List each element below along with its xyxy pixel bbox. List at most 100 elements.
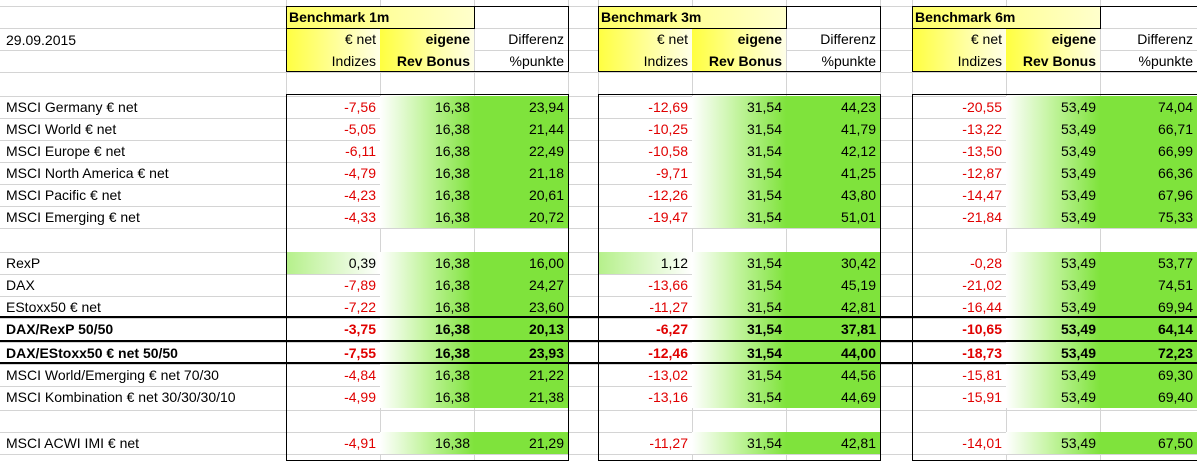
value-cell[interactable]: -15,91 xyxy=(962,389,1002,405)
value-cell[interactable]: 53,49 xyxy=(1006,252,1100,274)
value-cell[interactable]: 16,00 xyxy=(474,252,568,274)
value-cell[interactable]: 16,38 xyxy=(380,318,474,340)
value-cell[interactable]: 24,27 xyxy=(474,274,568,296)
value-cell[interactable]: 22,49 xyxy=(474,140,568,162)
value-cell[interactable]: 42,81 xyxy=(786,432,880,454)
value-cell[interactable]: -13,66 xyxy=(648,277,688,293)
value-cell[interactable]: -13,22 xyxy=(962,121,1002,137)
value-cell[interactable]: 41,79 xyxy=(786,118,880,140)
value-cell[interactable]: 37,81 xyxy=(786,318,880,340)
value-cell[interactable]: 31,54 xyxy=(692,206,786,228)
value-cell[interactable]: 16,38 xyxy=(380,274,474,296)
value-cell[interactable]: 16,38 xyxy=(380,206,474,228)
col-header-b1[interactable]: eigene xyxy=(1006,28,1100,50)
value-cell[interactable]: -7,55 xyxy=(344,345,376,361)
value-cell[interactable]: -14,01 xyxy=(962,435,1002,451)
row-label[interactable]: MSCI Emerging € net xyxy=(6,209,140,225)
row-label[interactable]: MSCI World/Emerging € net 70/30 xyxy=(6,367,219,383)
value-cell[interactable]: -12,46 xyxy=(648,345,688,361)
row-label[interactable]: MSCI North America € net xyxy=(6,165,169,181)
value-cell[interactable]: 31,54 xyxy=(692,184,786,206)
value-cell[interactable]: 20,61 xyxy=(474,184,568,206)
value-cell[interactable]: -7,56 xyxy=(344,99,376,115)
value-cell[interactable]: -13,02 xyxy=(648,367,688,383)
col-header-b2[interactable]: Rev Bonus xyxy=(380,50,474,72)
value-cell[interactable]: 53,49 xyxy=(1006,206,1100,228)
value-cell[interactable]: -3,75 xyxy=(344,321,376,337)
row-label[interactable]: DAX xyxy=(6,277,35,293)
value-cell[interactable]: 69,30 xyxy=(1100,364,1197,386)
value-cell[interactable]: -21,02 xyxy=(962,277,1002,293)
value-cell[interactable]: -10,65 xyxy=(962,321,1002,337)
col-header-a2[interactable]: Indizes xyxy=(912,50,1006,72)
value-cell[interactable]: -4,84 xyxy=(344,367,376,383)
value-cell[interactable]: 31,54 xyxy=(692,118,786,140)
col-header-b2[interactable]: Rev Bonus xyxy=(1006,50,1100,72)
value-cell[interactable]: -13,50 xyxy=(962,143,1002,159)
value-cell[interactable]: 44,69 xyxy=(786,386,880,408)
value-cell[interactable]: 16,38 xyxy=(380,96,474,118)
value-cell[interactable]: -7,89 xyxy=(344,277,376,293)
value-cell[interactable]: -6,11 xyxy=(345,143,376,159)
benchmark-header-1[interactable]: Benchmark 3m xyxy=(598,6,786,28)
value-cell[interactable]: 51,01 xyxy=(786,206,880,228)
value-cell[interactable]: 31,54 xyxy=(692,296,786,318)
row-label[interactable]: DAX/EStoxx50 € net 50/50 xyxy=(6,345,178,361)
value-cell[interactable]: 69,94 xyxy=(1100,296,1197,318)
col-header-a2[interactable]: Indizes xyxy=(598,50,692,72)
value-cell[interactable]: 45,19 xyxy=(786,274,880,296)
value-cell[interactable]: 23,93 xyxy=(474,342,568,364)
value-cell[interactable]: -16,44 xyxy=(962,299,1002,315)
value-cell[interactable]: -0,28 xyxy=(970,255,1002,271)
value-cell[interactable]: 66,71 xyxy=(1100,118,1197,140)
value-cell[interactable]: 16,38 xyxy=(380,140,474,162)
value-cell[interactable]: 66,36 xyxy=(1100,162,1197,184)
value-cell[interactable]: -4,23 xyxy=(344,187,376,203)
col-header-c2[interactable]: %punkte xyxy=(821,53,876,69)
value-cell[interactable]: 44,56 xyxy=(786,364,880,386)
value-cell[interactable]: 21,44 xyxy=(474,118,568,140)
value-cell[interactable]: 41,25 xyxy=(786,162,880,184)
value-cell[interactable]: 20,13 xyxy=(474,318,568,340)
value-cell[interactable]: 16,38 xyxy=(380,342,474,364)
value-cell[interactable]: -4,33 xyxy=(344,209,376,225)
value-cell[interactable]: 67,96 xyxy=(1100,184,1197,206)
value-cell[interactable]: 53,77 xyxy=(1100,252,1197,274)
value-cell[interactable]: 53,49 xyxy=(1006,318,1100,340)
value-cell[interactable]: -7,22 xyxy=(344,299,376,315)
value-cell[interactable]: 53,49 xyxy=(1006,274,1100,296)
value-cell[interactable]: 69,40 xyxy=(1100,386,1197,408)
value-cell[interactable]: 31,54 xyxy=(692,274,786,296)
value-cell[interactable]: -15,81 xyxy=(962,367,1002,383)
value-cell[interactable]: 21,29 xyxy=(474,432,568,454)
row-label[interactable]: MSCI Germany € net xyxy=(6,99,138,115)
value-cell[interactable]: -19,47 xyxy=(648,209,688,225)
value-cell[interactable]: -21,84 xyxy=(962,209,1002,225)
col-header-a1[interactable]: € net xyxy=(912,28,1006,50)
value-cell[interactable]: 31,54 xyxy=(692,252,786,274)
value-cell[interactable]: 72,23 xyxy=(1100,342,1197,364)
value-cell[interactable]: 31,54 xyxy=(692,140,786,162)
col-header-b1[interactable]: eigene xyxy=(380,28,474,50)
col-header-c1[interactable]: Differenz xyxy=(1137,31,1193,47)
value-cell[interactable]: 53,49 xyxy=(1006,364,1100,386)
row-label[interactable]: MSCI Europe € net xyxy=(6,143,126,159)
value-cell[interactable]: -10,58 xyxy=(648,143,688,159)
value-cell[interactable]: 31,54 xyxy=(692,318,786,340)
value-cell[interactable]: 42,81 xyxy=(786,296,880,318)
value-cell[interactable]: 44,23 xyxy=(786,96,880,118)
value-cell[interactable]: 23,94 xyxy=(474,96,568,118)
value-cell[interactable]: 31,54 xyxy=(692,364,786,386)
value-cell[interactable]: 30,42 xyxy=(786,252,880,274)
value-cell[interactable]: -18,73 xyxy=(962,345,1002,361)
col-header-c2[interactable]: %punkte xyxy=(509,53,564,69)
value-cell[interactable]: 53,49 xyxy=(1006,140,1100,162)
value-cell[interactable]: 31,54 xyxy=(692,386,786,408)
value-cell[interactable]: 31,54 xyxy=(692,432,786,454)
value-cell[interactable]: -5,05 xyxy=(344,121,376,137)
value-cell[interactable]: -4,91 xyxy=(344,435,376,451)
value-cell[interactable]: 53,49 xyxy=(1006,184,1100,206)
value-cell[interactable]: 1,12 xyxy=(598,252,692,274)
value-cell[interactable]: -6,27 xyxy=(656,321,688,337)
col-header-a1[interactable]: € net xyxy=(598,28,692,50)
